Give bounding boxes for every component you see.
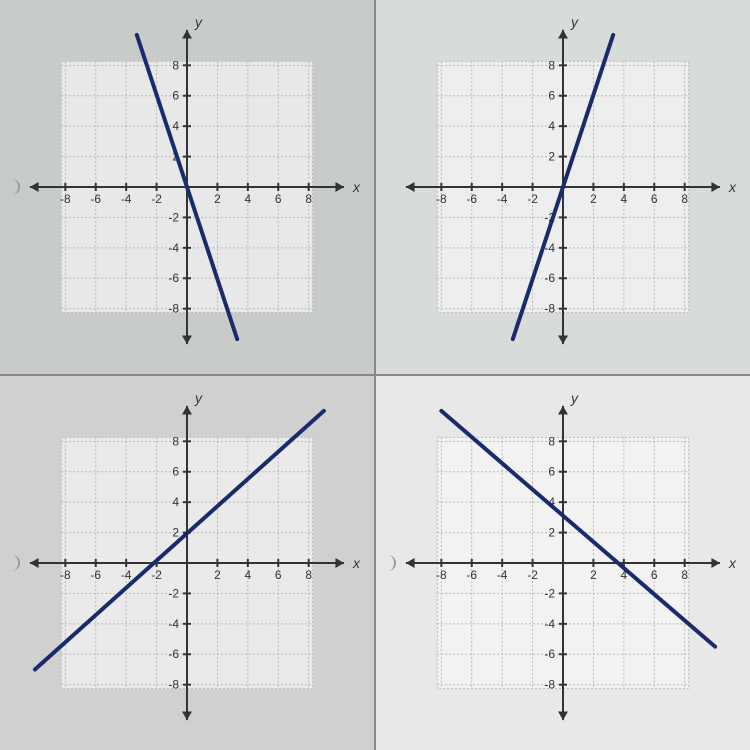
chart-bottom-right: -8-8-6-6-4-4-2-222446688xy [376, 376, 750, 750]
svg-text:-6: -6 [168, 647, 179, 661]
svg-text:8: 8 [681, 192, 688, 206]
chart-panel-top-right: -8-8-6-6-4-4-2-222446688xy [376, 0, 750, 374]
svg-text:x: x [352, 179, 361, 195]
svg-text:-8: -8 [168, 678, 179, 692]
svg-text:-6: -6 [466, 568, 477, 582]
svg-text:2: 2 [214, 192, 221, 206]
svg-text:x: x [728, 179, 737, 195]
svg-text:-2: -2 [527, 192, 538, 206]
svg-text:-8: -8 [60, 568, 71, 582]
svg-text:-2: -2 [151, 568, 162, 582]
radio-option-bottom-left[interactable] [4, 555, 20, 571]
svg-text:2: 2 [548, 526, 555, 540]
svg-text:6: 6 [275, 568, 282, 582]
svg-text:4: 4 [548, 119, 555, 133]
svg-text:8: 8 [172, 58, 179, 72]
chart-bottom-left: -8 -8 -6 -6 -4 -4 -2 -2 2 2 4 4 6 6 8 8 x y [0, 376, 374, 750]
svg-text:-8: -8 [436, 568, 447, 582]
svg-text:-6: -6 [90, 192, 101, 206]
svg-text:-2: -2 [168, 210, 179, 224]
svg-text:8: 8 [172, 434, 179, 448]
svg-text:6: 6 [172, 465, 179, 479]
chart-panel-bottom-left: -8 -8 -6 -6 -4 -4 -2 -2 2 2 4 4 6 6 8 8 x y [0, 376, 374, 750]
svg-text:-2: -2 [544, 586, 555, 600]
svg-text:-6: -6 [544, 271, 555, 285]
svg-text:4: 4 [621, 192, 628, 206]
svg-text:2: 2 [548, 150, 555, 164]
svg-text:4: 4 [245, 192, 252, 206]
svg-text:x: x [728, 555, 737, 571]
svg-text:6: 6 [651, 192, 658, 206]
svg-text:4: 4 [245, 568, 252, 582]
svg-text:8: 8 [681, 568, 688, 582]
chart-panel-bottom-right: -8-8-6-6-4-4-2-222446688xy [376, 376, 750, 750]
radio-option-bottom-right[interactable] [380, 555, 396, 571]
svg-text:y: y [570, 14, 579, 30]
svg-text:8: 8 [548, 434, 555, 448]
svg-text:-8: -8 [436, 192, 447, 206]
svg-text:-4: -4 [168, 617, 179, 631]
svg-text:-6: -6 [168, 271, 179, 285]
svg-text:6: 6 [548, 89, 555, 103]
svg-text:6: 6 [548, 465, 555, 479]
svg-text:2: 2 [590, 568, 597, 582]
svg-text:-4: -4 [544, 617, 555, 631]
svg-text:-6: -6 [90, 568, 101, 582]
svg-text:-2: -2 [168, 586, 179, 600]
svg-text:2: 2 [214, 568, 221, 582]
svg-text:6: 6 [172, 89, 179, 103]
svg-text:-6: -6 [466, 192, 477, 206]
svg-text:8: 8 [305, 192, 312, 206]
svg-text:4: 4 [172, 495, 179, 509]
svg-text:2: 2 [172, 526, 179, 540]
svg-text:-2: -2 [527, 568, 538, 582]
chart-top-left: -8-8-6-6-4-4-2-222446688xy [0, 0, 374, 374]
svg-text:y: y [194, 390, 203, 406]
svg-text:-6: -6 [544, 647, 555, 661]
svg-text:-2: -2 [151, 192, 162, 206]
svg-text:-4: -4 [497, 568, 508, 582]
svg-text:y: y [194, 14, 203, 30]
chart-top-right: -8-8-6-6-4-4-2-222446688xy [376, 0, 750, 374]
svg-text:-4: -4 [497, 192, 508, 206]
svg-text:6: 6 [275, 192, 282, 206]
svg-text:-8: -8 [544, 302, 555, 316]
svg-text:-8: -8 [168, 302, 179, 316]
svg-text:-4: -4 [121, 192, 132, 206]
svg-text:y: y [570, 390, 579, 406]
svg-text:2: 2 [590, 192, 597, 206]
svg-text:-8: -8 [60, 192, 71, 206]
svg-text:-4: -4 [121, 568, 132, 582]
svg-text:6: 6 [651, 568, 658, 582]
radio-option-top-left[interactable] [4, 179, 20, 195]
svg-text:x: x [352, 555, 361, 571]
svg-text:8: 8 [305, 568, 312, 582]
svg-text:-8: -8 [544, 678, 555, 692]
svg-text:8: 8 [548, 58, 555, 72]
svg-text:-4: -4 [168, 241, 179, 255]
chart-panel-top-left: -8-8-6-6-4-4-2-222446688xy [0, 0, 374, 374]
svg-text:4: 4 [172, 119, 179, 133]
